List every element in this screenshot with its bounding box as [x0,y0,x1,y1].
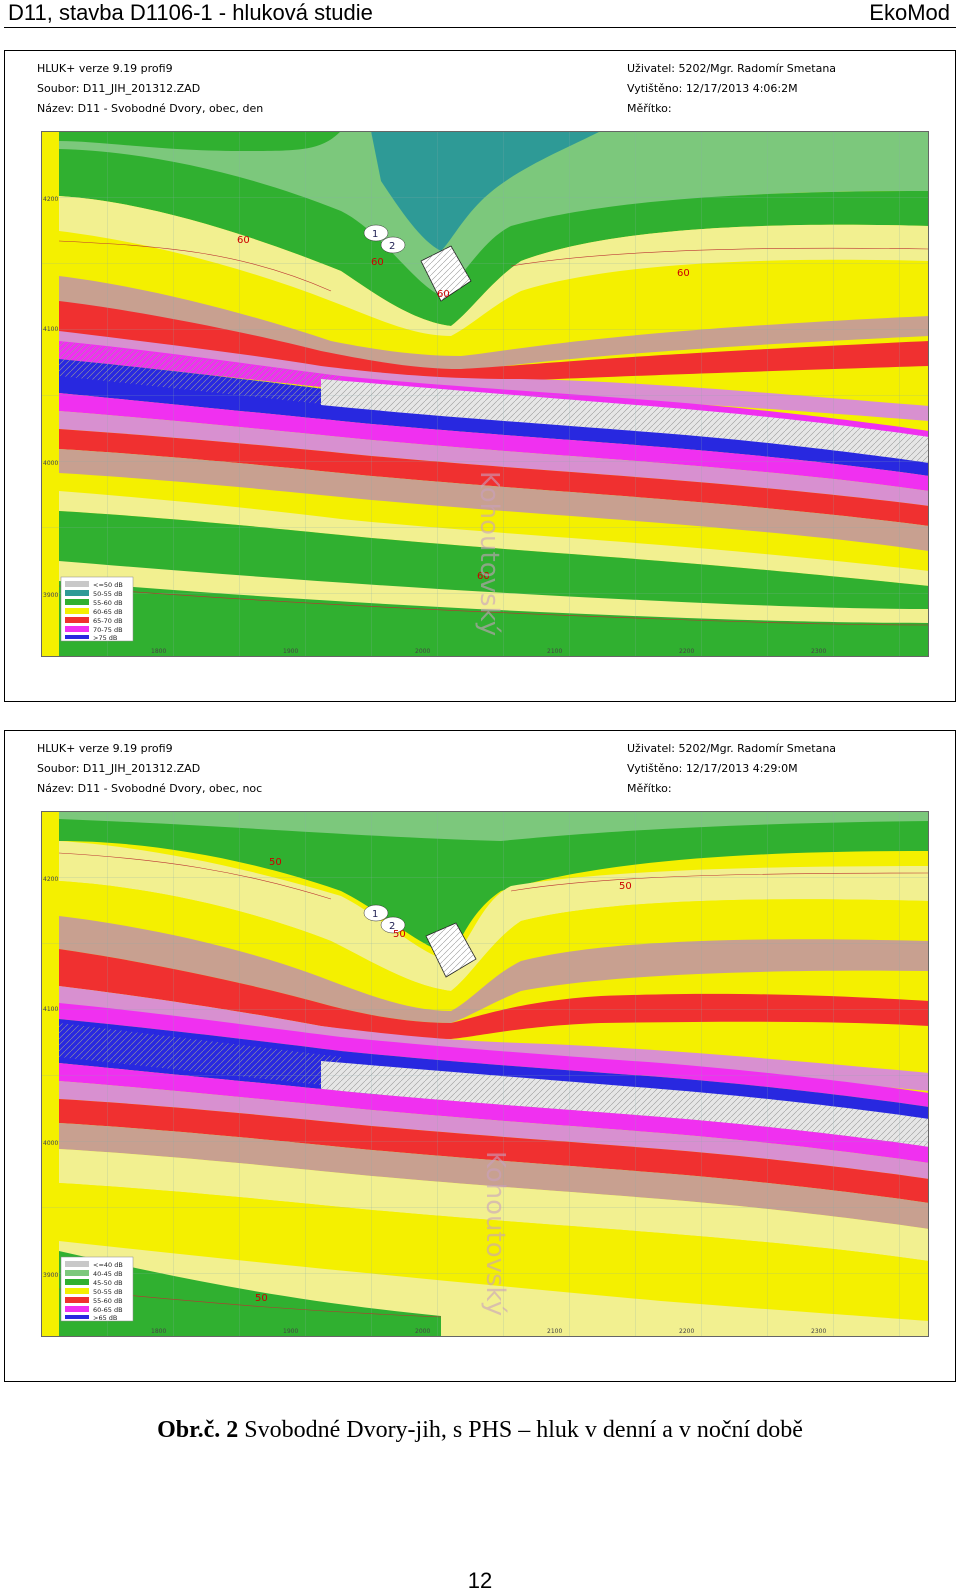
map-name: Název: D11 - Svobodné Dvory, obec, den [37,102,264,115]
iso-label: 50 [255,1293,268,1304]
x-tick: 2000 [415,648,430,655]
header-title: D11, stavba D1106-1 - hluková studie [8,0,373,25]
y-tick: 4200 [43,876,58,883]
legend-entry: 50-55 dB [93,1288,123,1296]
software-version: HLUK+ verze 9.19 profi9 [37,62,173,75]
x-tick: 2300 [811,648,826,655]
map-info-right: Uživatel: 5202/Mgr. Radomír Smetana Vyti… [627,59,836,119]
noise-map-night-svg: 1 2 50 50 50 50 Kohoutovský 4200 4100 40… [41,811,929,1337]
street-name: Kohoutovský [474,471,504,636]
legend-entry: 60-65 dB [93,608,123,616]
noise-map-day-panel: HLUK+ verze 9.19 profi9 Soubor: D11_JIH_… [4,50,956,702]
software-version: HLUK+ verze 9.19 profi9 [37,742,173,755]
street-name: Kohoutovský [480,1151,510,1316]
x-tick: 2100 [547,648,562,655]
noise-map-night-panel: HLUK+ verze 9.19 profi9 Soubor: D11_JIH_… [4,730,956,1382]
legend-night: <=40 dB 40-45 dB 45-50 dB 50-55 dB 55-60… [60,1256,134,1322]
iso-label: 50 [619,881,632,892]
x-tick: 2000 [415,1328,430,1335]
noise-map-day: 1 2 60 60 60 60 60 Kohoutovský 4200 4100… [41,131,929,657]
receiver-2: 2 [389,241,395,252]
header-company: EkoMod [869,0,950,25]
y-tick: 4100 [43,1006,58,1013]
legend-entry: 50-55 dB [93,590,123,598]
x-tick: 1900 [283,648,298,655]
legend-entry: 40-45 dB [93,1270,123,1278]
figure-caption: Obr.č. 2 Svobodné Dvory-jih, s PHS – hlu… [0,1417,960,1444]
map-info-left: HLUK+ verze 9.19 profi9 Soubor: D11_JIH_… [37,59,263,119]
legend-entry: 55-60 dB [93,599,123,607]
map-info-left: HLUK+ verze 9.19 profi9 Soubor: D11_JIH_… [37,739,262,799]
page-header: D11, stavba D1106-1 - hluková studie Eko… [0,0,960,30]
user-info: Uživatel: 5202/Mgr. Radomír Smetana [627,62,837,75]
legend-entry: 45-50 dB [93,1279,123,1287]
file-name: Soubor: D11_JIH_201312.ZAD [37,762,201,775]
legend-entry: 65-70 dB [93,617,123,625]
scale-info: Měřítko: [627,102,672,115]
noise-map-night: 1 2 50 50 50 50 Kohoutovský 4200 4100 40… [41,811,929,1337]
receiver-1: 1 [372,909,378,920]
x-tick: 1800 [151,1328,166,1335]
caption-text: Svobodné Dvory-jih, s PHS – hluk v denní… [238,1417,803,1443]
y-tick: 4000 [43,1140,58,1147]
legend-entry: >75 dB [93,634,117,642]
x-tick: 2100 [547,1328,562,1335]
x-tick: 1900 [283,1328,298,1335]
map-info-right: Uživatel: 5202/Mgr. Radomír Smetana Vyti… [627,739,836,799]
legend-entry: 70-75 dB [93,626,123,634]
legend-entry: <=40 dB [93,1261,123,1269]
y-tick: 4200 [43,196,58,203]
y-tick: 4100 [43,326,58,333]
x-tick: 2200 [679,1328,694,1335]
receiver-2: 2 [389,921,395,932]
page-number: 12 [467,1568,493,1593]
legend-entry: <=50 dB [93,581,123,589]
legend-entry: 60-65 dB [93,1306,123,1314]
caption-label: Obr.č. 2 [157,1417,239,1443]
print-date: Vytištěno: 12/17/2013 4:06:2M [627,82,798,95]
y-tick: 3900 [43,1272,58,1279]
iso-label: 50 [393,929,406,940]
noise-map-day-svg: 1 2 60 60 60 60 60 Kohoutovský 4200 4100… [41,131,929,657]
header-rule [4,27,956,28]
iso-label: 60 [437,289,450,300]
map-name: Název: D11 - Svobodné Dvory, obec, noc [37,782,263,795]
iso-label: 60 [677,268,690,279]
legend-day: <=50 dB 50-55 dB 55-60 dB 60-65 dB 65-70… [60,576,134,642]
iso-label: 60 [237,235,250,246]
iso-label: 50 [269,857,282,868]
file-name: Soubor: D11_JIH_201312.ZAD [37,82,201,95]
receiver-1: 1 [372,229,378,240]
y-tick: 3900 [43,592,58,599]
x-tick: 2300 [811,1328,826,1335]
x-tick: 1800 [151,648,166,655]
user-info: Uživatel: 5202/Mgr. Radomír Smetana [627,742,837,755]
x-tick: 2200 [679,648,694,655]
iso-label: 60 [371,257,384,268]
y-tick: 4000 [43,460,58,467]
iso-label: 60 [477,571,490,582]
legend-entry: 55-60 dB [93,1297,123,1305]
print-date: Vytištěno: 12/17/2013 4:29:0M [627,762,798,775]
scale-info: Měřítko: [627,782,672,795]
legend-entry: >65 dB [93,1314,117,1322]
